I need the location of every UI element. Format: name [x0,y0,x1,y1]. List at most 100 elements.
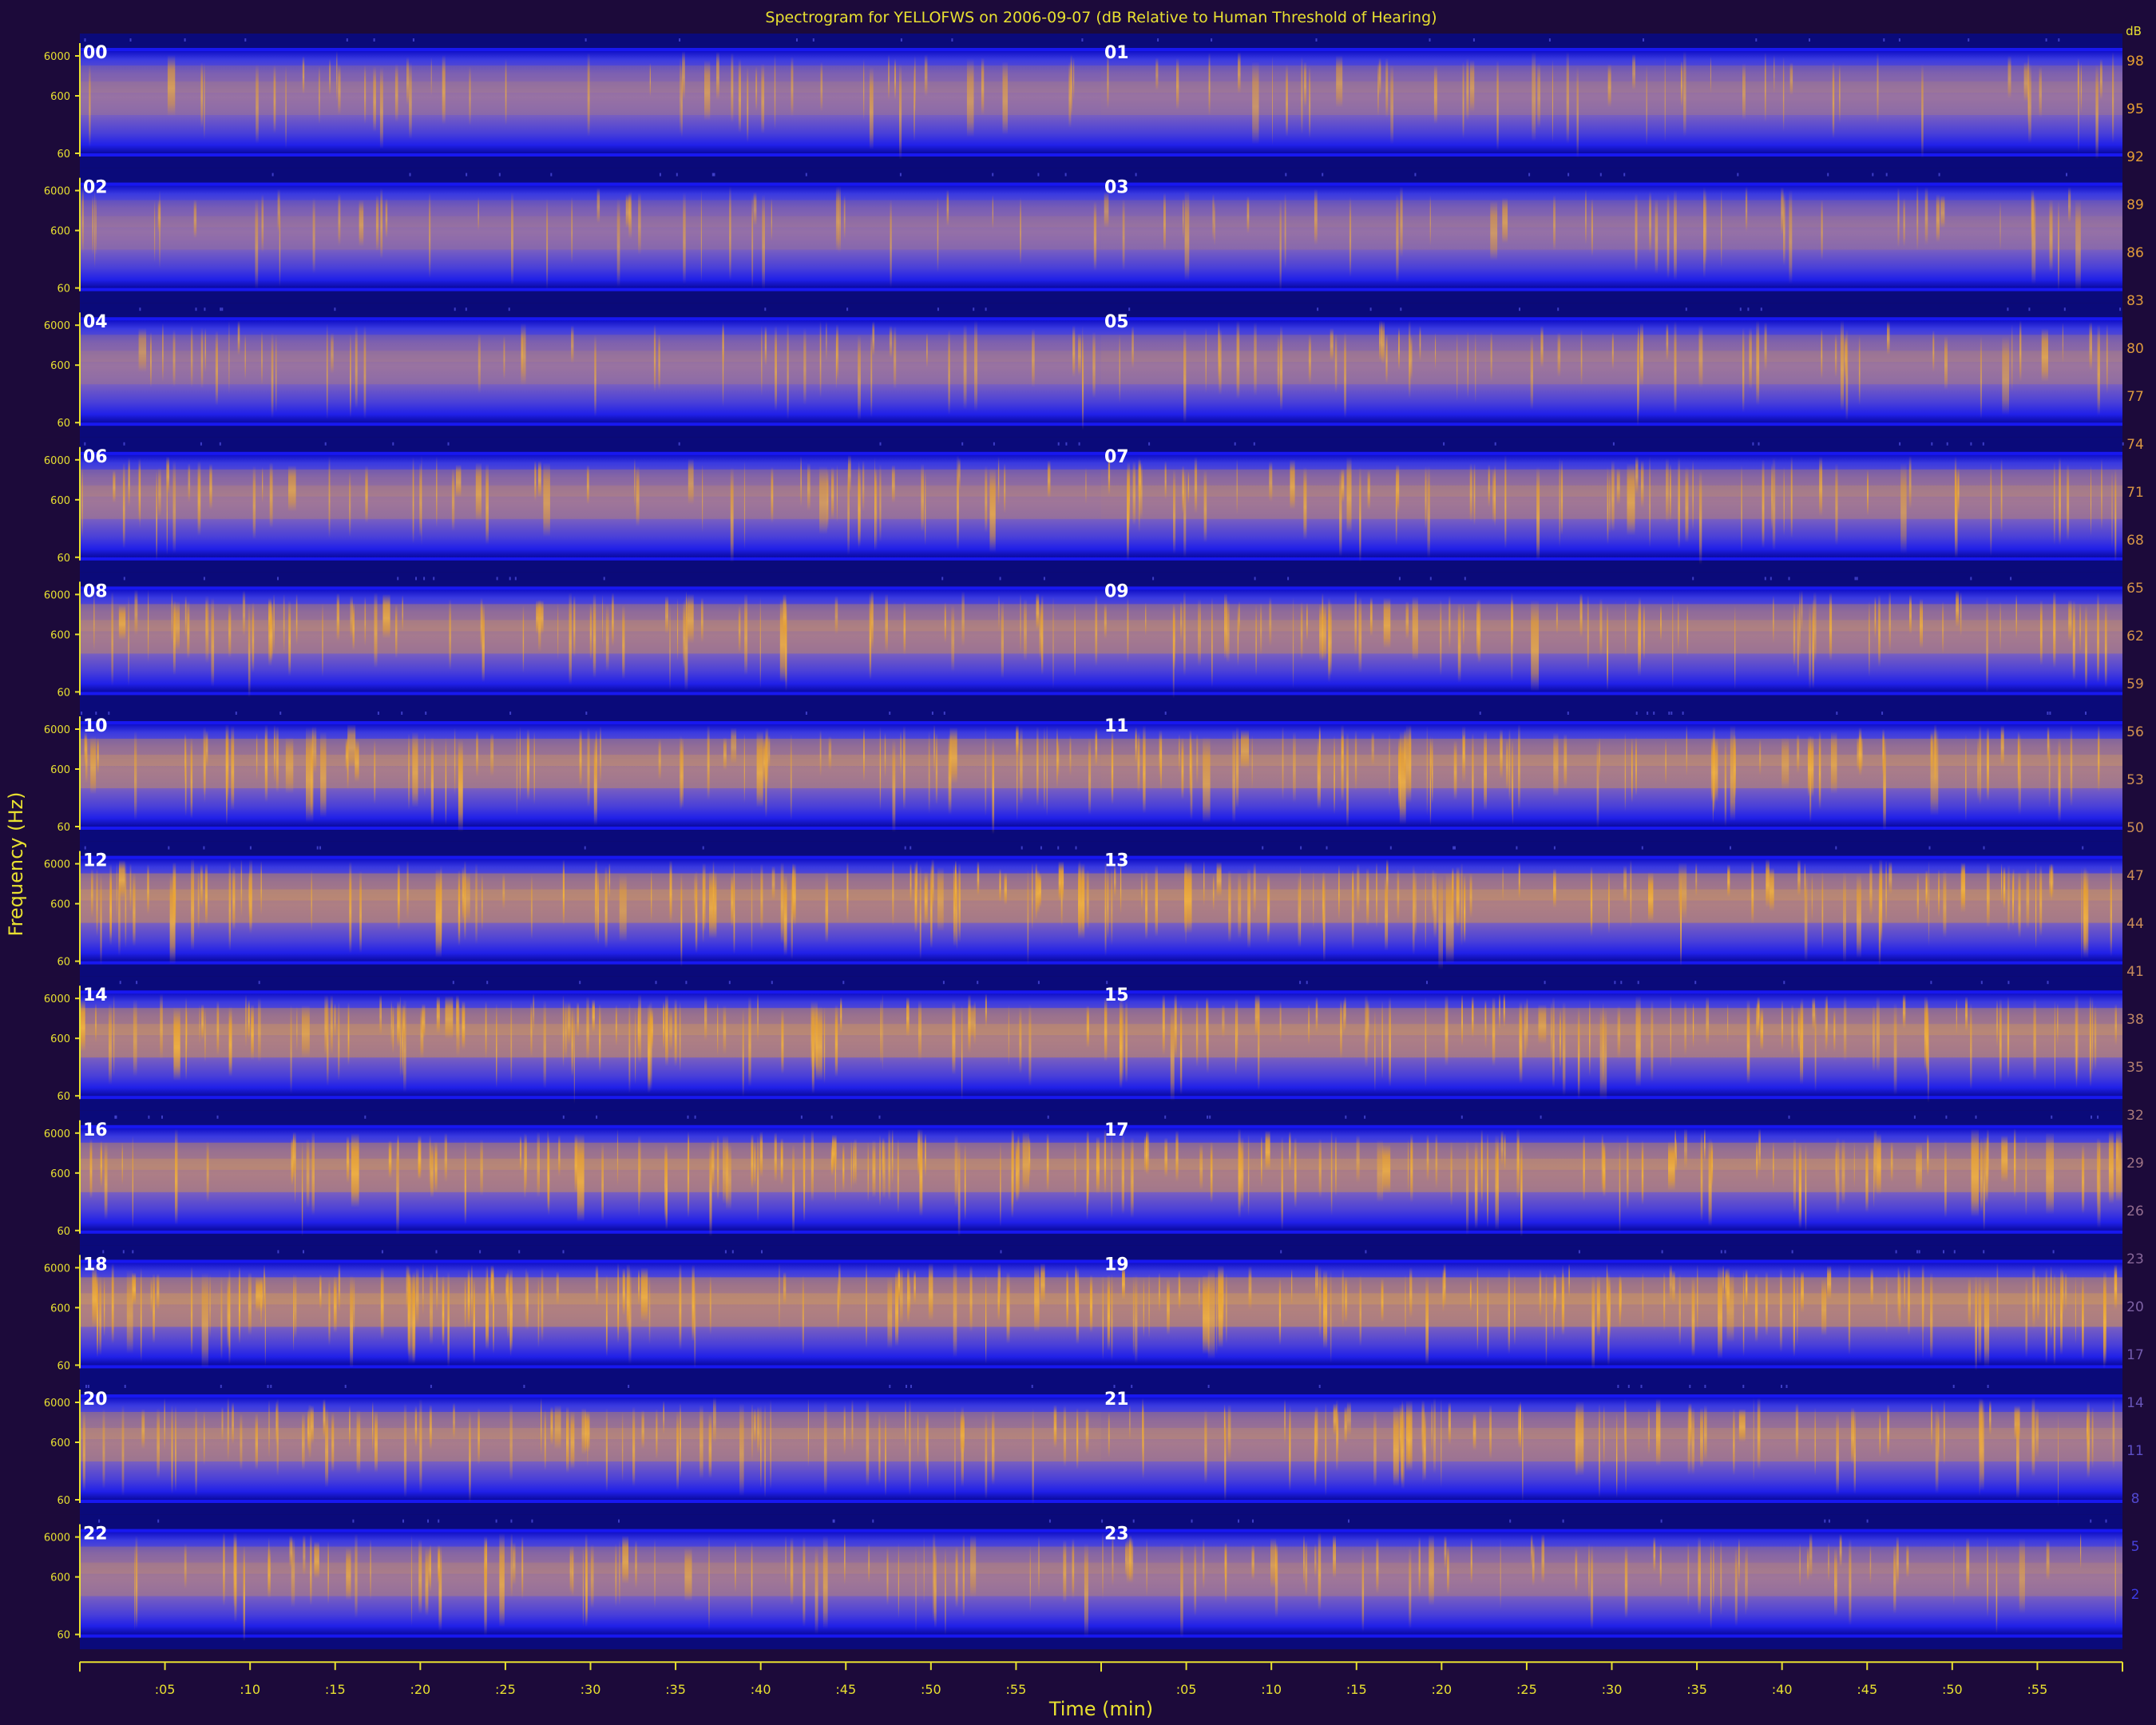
event-streak [451,468,455,531]
event-streak [1470,1537,1472,1584]
event-streak [273,65,276,133]
event-streak [770,1400,771,1489]
event-streak [327,1541,329,1604]
event-streak [430,1144,434,1198]
event-streak [525,1267,528,1330]
noise-dot [724,1250,727,1254]
noise-dot [1544,981,1546,985]
event-streak [1389,997,1391,1087]
event-streak [200,62,203,128]
event-streak [676,1410,679,1491]
event-streak [380,188,383,259]
noise-dot [271,172,274,176]
event-streak [1457,603,1461,683]
colorbar-label: 29 [2126,1156,2144,1172]
event-streak [1269,597,1272,646]
event-streak [440,865,442,947]
event-streak [1607,1271,1610,1366]
noise-dot [220,1385,222,1388]
event-streak [310,1534,312,1606]
event-streak [1088,737,1092,815]
event-streak [2035,861,2037,949]
event-streak [1883,736,1886,831]
event-streak [803,1140,806,1222]
event-streak [1799,1543,1801,1587]
event-streak [1238,52,1241,93]
event-streak [1305,1541,1308,1596]
event-streak [184,735,187,816]
y-tick-label: 60 [57,1630,70,1642]
event-streak [1759,739,1762,775]
event-streak [1132,326,1134,368]
event-streak [1607,467,1609,545]
event-streak [1797,603,1799,678]
event-streak [702,873,704,943]
event-streak [1616,1412,1618,1498]
event-streak [1710,1540,1712,1630]
event-streak [227,1276,231,1349]
event-streak [352,602,355,651]
band-line [80,216,1101,228]
event-streak [743,733,745,803]
event-streak [757,1406,760,1453]
event-streak [1674,190,1677,281]
event-streak [157,200,161,233]
noise-dot [1931,442,1933,446]
noise-dot [1453,846,1455,850]
event-streak [1216,862,1222,897]
event-streak [1336,55,1343,108]
event-streak [888,54,890,101]
event-streak [1235,998,1237,1075]
event-streak [700,597,703,643]
event-streak [1965,996,1968,1032]
event-streak [347,724,356,767]
event-streak [1409,1547,1412,1629]
event-streak [1199,1277,1200,1311]
y-tick-label: 60 [57,1226,70,1238]
event-streak [2114,1537,2116,1626]
noise-dot [1856,577,1858,581]
hour-band [80,993,1101,1096]
event-streak [1407,1139,1409,1192]
noise-dot [1668,712,1671,715]
event-streak [616,197,620,288]
event-streak [294,1274,297,1338]
event-streak [723,737,727,771]
noise-dot [364,1115,367,1119]
event-streak [1039,604,1042,660]
noise-dot [1781,1385,1782,1388]
event-streak [687,593,694,644]
event-streak [658,739,661,780]
event-streak [1397,869,1400,921]
y-tick-label: 60 [57,687,70,699]
y-tick-label: 6000 [44,724,70,736]
event-streak [1887,321,1890,355]
noise-dot [1983,846,1985,850]
event-streak [1224,1543,1227,1580]
event-streak [134,1545,136,1631]
event-streak [771,466,774,523]
event-streak [2058,200,2059,291]
event-streak [175,1128,178,1225]
band-line [80,1024,1101,1036]
event-streak [1893,1002,1897,1096]
event-streak [1840,320,1844,411]
noise-dot [1081,38,1084,42]
event-streak [245,994,247,1047]
event-streak [1783,466,1785,536]
event-streak [2089,995,2092,1087]
event-streak [1562,1001,1566,1096]
event-streak [157,1273,160,1311]
event-streak [1122,1266,1125,1300]
event-streak [1695,862,1698,897]
event-streak [1580,328,1583,385]
noise-dot [899,172,902,176]
event-streak [1143,1277,1144,1338]
event-streak [1356,1134,1360,1183]
noise-dot [115,1115,117,1119]
event-streak [802,1275,804,1355]
band-line [80,1562,1101,1574]
noise-dot [1400,307,1402,311]
event-streak [1505,739,1508,790]
